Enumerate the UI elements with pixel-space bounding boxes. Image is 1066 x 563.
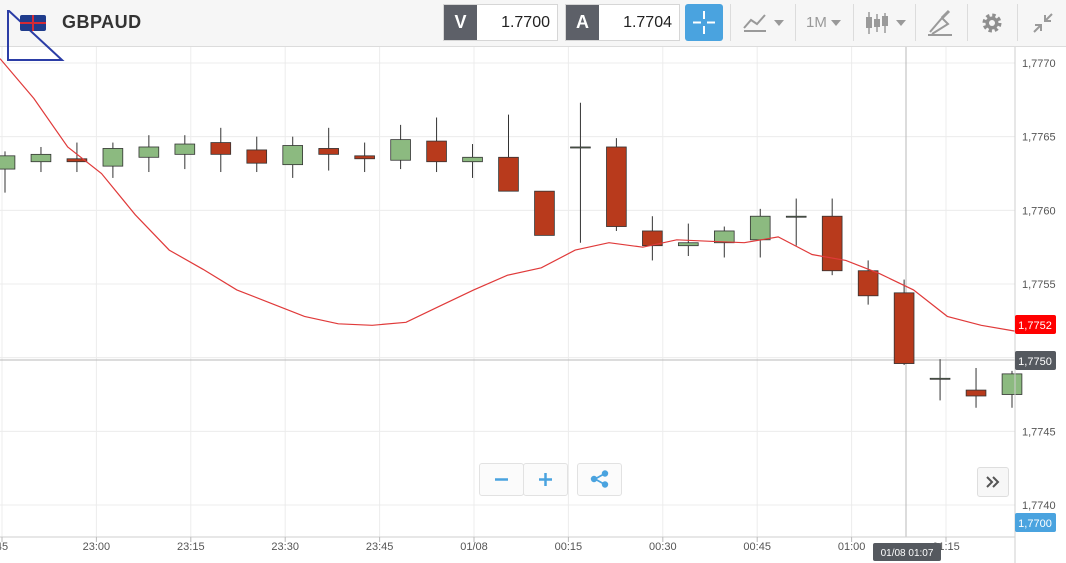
chevron-down-icon: [831, 20, 841, 26]
candle: [965, 367, 987, 408]
ask-price-button[interactable]: A 1.7704: [565, 4, 680, 41]
candle: [1001, 370, 1023, 408]
timeframe-label: 1M: [806, 14, 827, 31]
candle: [749, 208, 771, 258]
timeframe-button[interactable]: 1M: [800, 4, 850, 41]
y-tick-label: 1,7740: [1022, 500, 1056, 512]
settings-button[interactable]: [972, 4, 1012, 41]
candle: [642, 216, 663, 261]
pencil-ruler-icon: [928, 9, 952, 36]
candle: [282, 136, 304, 178]
candle: [426, 117, 447, 173]
candlestick-icon: [866, 12, 888, 34]
bid-price-button[interactable]: V 1.7700: [443, 4, 558, 41]
crosshair-time-tag: [873, 543, 941, 561]
candle: [102, 142, 124, 178]
zoom-out-button[interactable]: [479, 463, 524, 496]
crosshair-icon: [693, 11, 715, 34]
y-tick-label: 1,7760: [1022, 205, 1056, 217]
current-price-label: 1,7750: [1018, 356, 1052, 368]
x-tick-label: 01:00: [838, 541, 866, 553]
x-tick-label: 23:45: [366, 541, 394, 553]
y-tick-label: 1,7755: [1022, 279, 1056, 291]
candle: [893, 279, 915, 366]
x-tick-label: 00:45: [743, 541, 771, 553]
double-chevron-right-icon: [986, 476, 1000, 488]
candle: [246, 136, 268, 173]
symbol-title: GBPAUD: [62, 12, 142, 32]
bid-price-axis-label: 1,7700: [1018, 518, 1052, 530]
gear-icon: [982, 13, 1002, 33]
candle: [498, 114, 519, 192]
minus-icon: [495, 478, 508, 481]
zoom-in-button[interactable]: [523, 463, 568, 496]
candle: [570, 102, 591, 243]
chevron-down-icon: [896, 20, 906, 26]
currency-flag-icon: [20, 15, 46, 31]
x-tick-label: 23:00: [83, 541, 111, 553]
candle: [785, 198, 807, 246]
x-tick-label: 45: [0, 541, 8, 553]
drawing-triangle-icon: [7, 10, 65, 61]
candle: [138, 135, 160, 173]
ma-price-tag: [1015, 315, 1056, 334]
chart-type-button[interactable]: [740, 4, 790, 41]
bid-price-tag: [1015, 513, 1056, 532]
x-tick-label: 01/08: [460, 541, 488, 553]
chevron-down-icon: [774, 20, 784, 26]
share-button[interactable]: [577, 463, 622, 496]
candle: [354, 142, 375, 173]
x-tick-label: 23:15: [177, 541, 205, 553]
price-chart[interactable]: 1,7770 1,7765 1,7760 1,7755 1,7750 1,7745 1,77…: [0, 47, 1066, 563]
y-tick-label: 1,7745: [1022, 426, 1056, 438]
candle: [462, 144, 483, 178]
y-tick-label: 1,7765: [1022, 132, 1056, 144]
bid-tag: V: [444, 5, 477, 40]
candle: [857, 260, 879, 305]
candle: [929, 359, 951, 401]
crosshair-button[interactable]: [685, 4, 723, 41]
candle: [210, 127, 232, 173]
x-tick-label: 23:30: [271, 541, 299, 553]
ask-tag: A: [566, 5, 599, 40]
crosshair-time-label: 01/08 01:07: [881, 548, 934, 559]
candle: [30, 146, 52, 173]
line-chart-icon: [743, 14, 766, 32]
candle: [318, 127, 339, 171]
x-tick-label: 00:30: [649, 541, 677, 553]
share-icon: [590, 470, 609, 488]
moving-average-line: [0, 58, 1016, 332]
candle: [174, 135, 196, 170]
chart-toolbar: GBPAUD V 1.7700 A 1.7704 1M: [0, 0, 1066, 61]
x-tick-label: 00:15: [555, 541, 583, 553]
draw-tools-button[interactable]: [922, 4, 962, 41]
ask-price: 1.7704: [623, 14, 672, 31]
ma-price-label: 1,7752: [1018, 320, 1052, 332]
candle: [390, 124, 411, 170]
collapse-button[interactable]: [1022, 4, 1062, 41]
candle: [606, 138, 627, 231]
y-tick-label: 1,7770: [1022, 58, 1056, 70]
candle-style-button[interactable]: [858, 4, 910, 41]
bid-price: 1.7700: [501, 14, 550, 31]
current-price-tag: [1015, 351, 1056, 370]
scroll-right-button[interactable]: [977, 467, 1009, 497]
plus-icon: [539, 473, 552, 486]
collapse-arrows-icon: [1033, 13, 1053, 33]
candle: [534, 190, 555, 236]
candle: [66, 142, 88, 173]
candle: [0, 151, 16, 193]
